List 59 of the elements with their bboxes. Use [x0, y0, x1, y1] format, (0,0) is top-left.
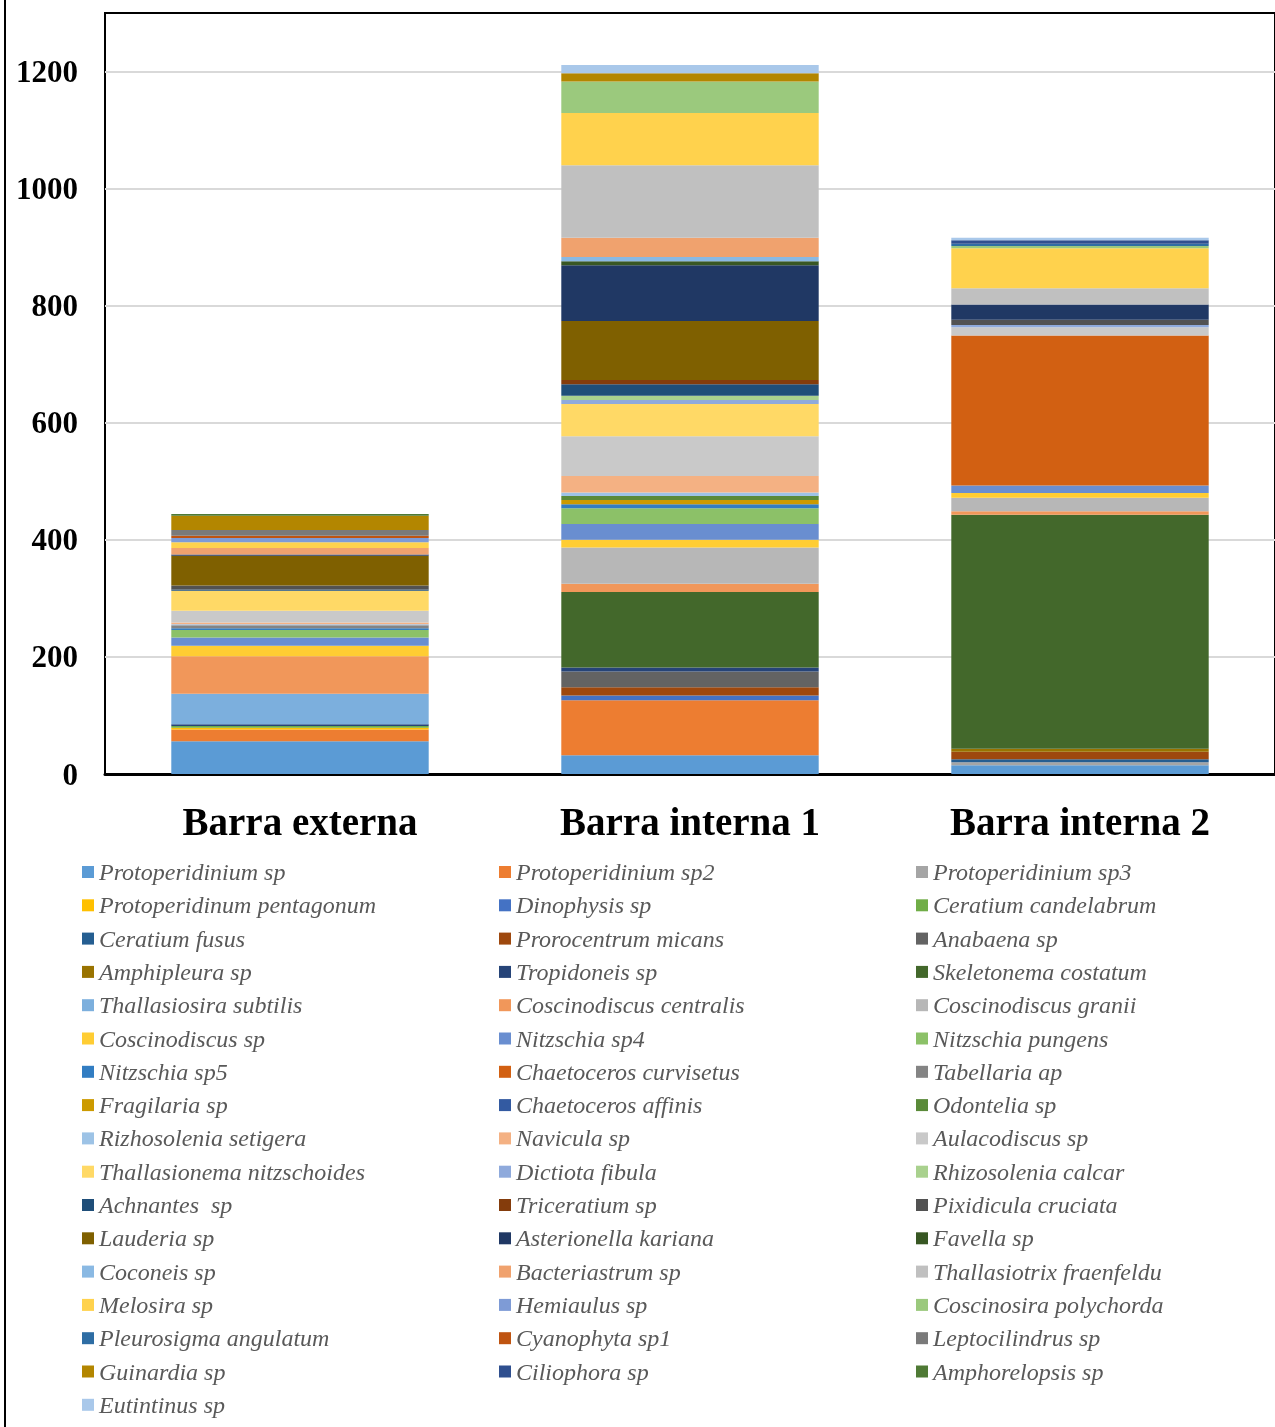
y-tick-label: 800	[31, 288, 78, 324]
legend-label: Skeletonema costatum	[933, 958, 1147, 985]
legend-label: Coscinodiscus granii	[933, 992, 1137, 1019]
y-tick-label: 0	[62, 756, 78, 792]
legend-label: Asterionella kariana	[514, 1225, 714, 1252]
legend-label: Pleurosigma angulatum	[98, 1325, 330, 1352]
legend-label: Dinophysis sp	[515, 892, 652, 919]
legend-label: Anabaena sp	[931, 925, 1058, 952]
legend-label: Leptocilindrus sp	[932, 1325, 1101, 1352]
legend-label: Nitzschia sp4	[515, 1025, 645, 1052]
legend-label: Melosira sp	[98, 1291, 213, 1318]
legend-label: Pixidicula cruciata	[932, 1192, 1118, 1218]
x-tick-label: Barra interna 2	[950, 800, 1210, 843]
legend-label: Odontelia sp	[933, 1092, 1057, 1119]
y-tick-label: 400	[31, 522, 78, 558]
legend-label: Protoperidinium sp3	[932, 859, 1132, 885]
legend-label: Nitzschia pungens	[932, 1025, 1109, 1052]
legend-label: Achnantes sp	[97, 1192, 233, 1218]
legend-label: Chaetoceros affinis	[516, 1092, 703, 1119]
legend-label: Amphipleura sp	[97, 958, 252, 985]
legend-label: Cyanophyta sp1	[516, 1325, 672, 1352]
legend-label: Tropidoneis sp	[516, 958, 658, 985]
legend-label: Tabellaria ap	[933, 1058, 1063, 1085]
legend-label: Fragilaria sp	[98, 1092, 228, 1119]
legend-label: Favella sp	[932, 1225, 1034, 1252]
legend-label: Lauderia sp	[98, 1225, 215, 1252]
legend-label: Triceratium sp	[516, 1192, 657, 1218]
legend-label: Amphorelopsis sp	[931, 1358, 1104, 1385]
y-tick-label: 200	[31, 639, 78, 675]
legend-label: Hemiaulus sp	[515, 1291, 648, 1318]
legend-label: Coscinodiscus centralis	[516, 992, 745, 1019]
legend-label: Ciliophora sp	[516, 1358, 649, 1385]
y-tick-label: 1200	[16, 54, 78, 90]
legend-label: Rhizosolenia calcar	[932, 1158, 1125, 1185]
legend-label: Coscinosira polychorda	[933, 1291, 1164, 1318]
legend-label: Ceratium fusus	[99, 925, 246, 952]
legend-label: Ceratium candelabrum	[933, 892, 1157, 919]
legend-label: Rizhosolenia setigera	[98, 1125, 307, 1152]
legend-label: Bacteriastrum sp	[516, 1258, 681, 1285]
legend-label: Prorocentrum micans	[515, 925, 725, 952]
legend-label: Nitzschia sp5	[98, 1058, 228, 1085]
legend-label: Coscinodiscus sp	[99, 1025, 266, 1052]
legend-label: Protoperidinium sp	[98, 859, 286, 885]
legend-label: Guinardia sp	[99, 1358, 226, 1385]
x-tick-label: Barra interna 1	[560, 800, 820, 843]
y-tick-label: 1000	[16, 171, 78, 207]
legend-label: Thallasiotrix fraenfeldu	[933, 1258, 1162, 1285]
x-tick-label: Barra externa	[182, 800, 418, 843]
legend-label: Protoperidinum pentagonum	[98, 892, 377, 919]
legend-label: Dictiota fibula	[515, 1158, 657, 1185]
legend-label: Thallasionema nitzschoides	[99, 1158, 366, 1185]
legend-label: Eutintinus sp	[98, 1391, 226, 1418]
legend-label: Aulacodiscus sp	[931, 1125, 1089, 1152]
y-tick-label: 600	[31, 405, 78, 441]
legend-label: Thallasiosira subtilis	[99, 992, 303, 1019]
legend-label: Coconeis sp	[99, 1258, 216, 1285]
legend-label: Chaetoceros curvisetus	[516, 1058, 740, 1085]
legend-label: Navicula sp	[515, 1125, 630, 1152]
legend-label: Protoperidinium sp2	[515, 859, 715, 885]
